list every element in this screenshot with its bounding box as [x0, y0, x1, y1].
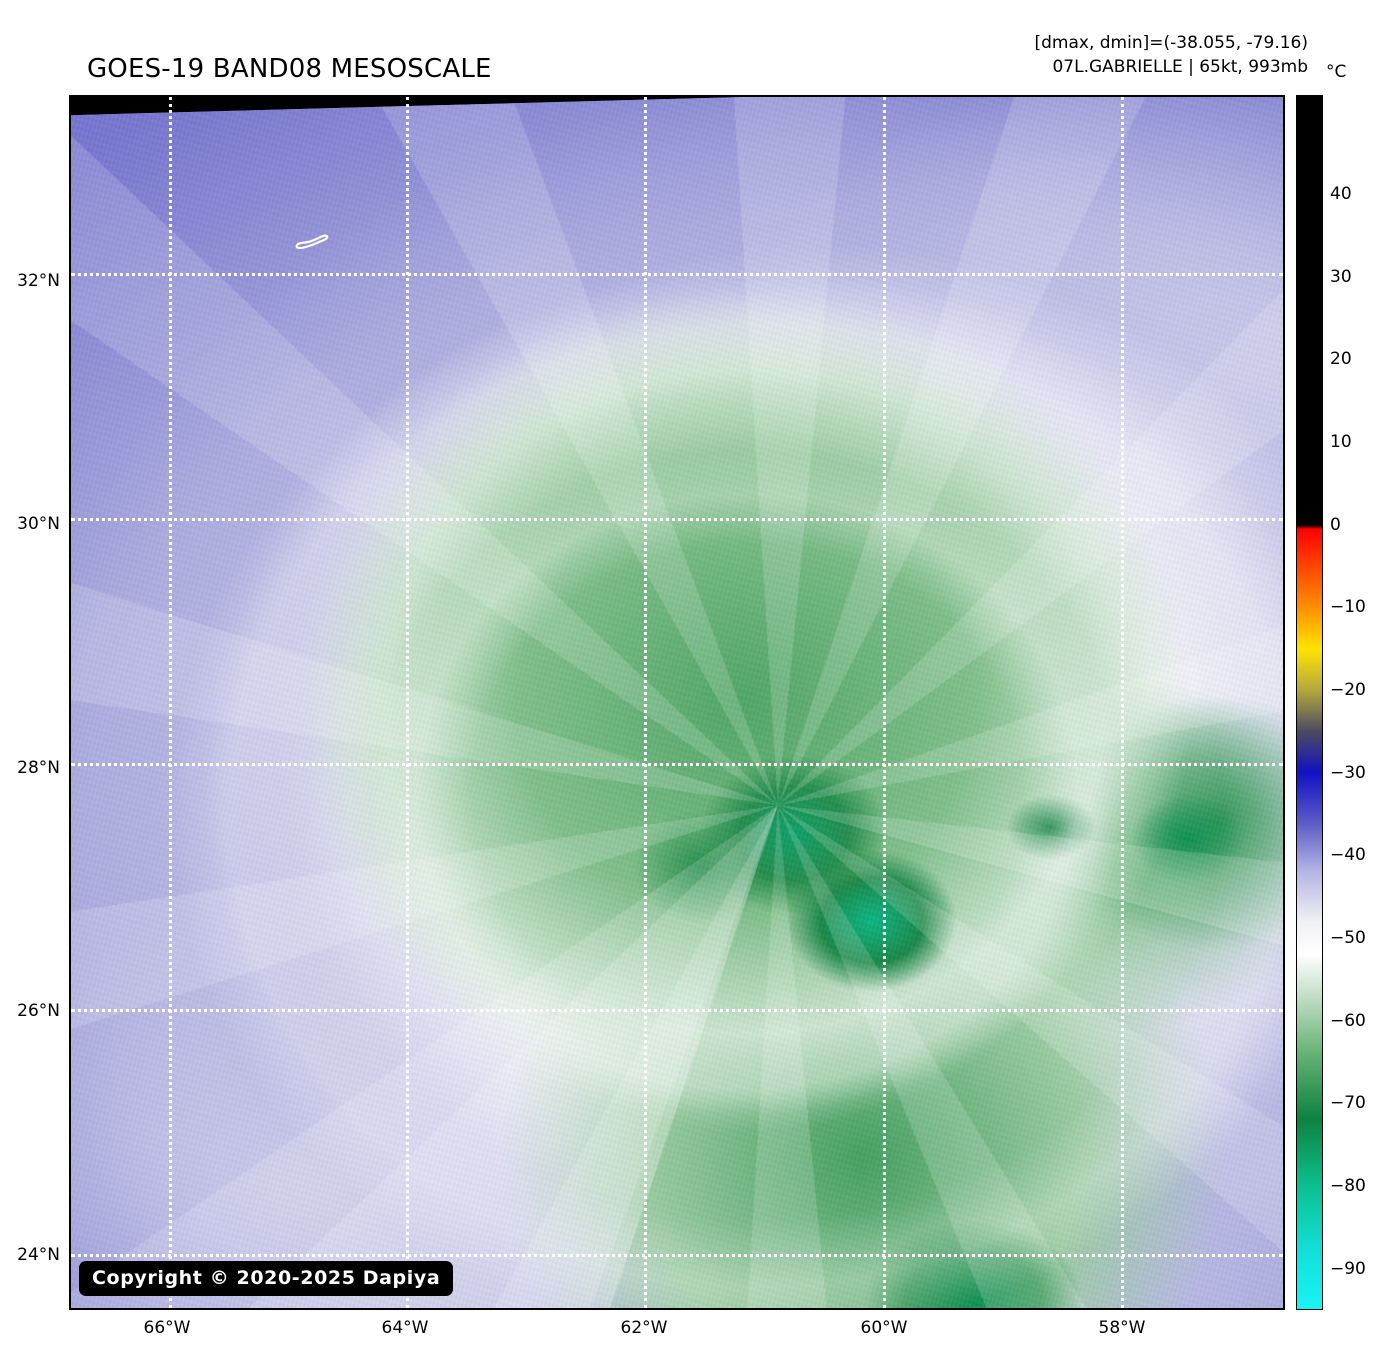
- colorbar-tick-0: 0: [1330, 514, 1341, 535]
- gridline-lon-62: [644, 97, 648, 1308]
- satellite-image-panel: Copyright © 2020-2025 Dapiya: [69, 95, 1285, 1310]
- xtick-label-58w: 58°W: [1098, 1318, 1146, 1338]
- bermuda-coastline-icon: [295, 234, 329, 250]
- colorbar[interactable]: [1296, 95, 1323, 1310]
- ytick-label-32n: 32°N: [17, 271, 60, 291]
- xtick-label-62w: 62°W: [620, 1318, 668, 1338]
- ytick-label-26n: 26°N: [17, 1001, 60, 1021]
- gridline-lat-30: [71, 518, 1283, 522]
- gridline-lat-28: [71, 763, 1283, 767]
- colorbar-tick-minus70: −70: [1330, 1093, 1366, 1114]
- ytick-label-24n: 24°N: [17, 1245, 60, 1265]
- colorbar-tick-minus30: −30: [1330, 762, 1366, 783]
- colorbar-tick-minus60: −60: [1330, 1010, 1366, 1031]
- gridline-lat-32: [71, 272, 1283, 276]
- dmax-dmin-text: [dmax, dmin]=(-38.055, -79.16): [1034, 33, 1309, 53]
- colorbar-tick-10: 10: [1330, 432, 1352, 453]
- gridline-lon-60: [883, 97, 887, 1308]
- colorbar-tick-20: 20: [1330, 349, 1352, 370]
- colorbar-tick-minus40: −40: [1330, 845, 1366, 866]
- plot-area[interactable]: Copyright © 2020-2025 Dapiya: [69, 95, 1285, 1310]
- gridline-lon-66: [169, 97, 173, 1308]
- data-range-annotation: [dmax, dmin]=(-38.055, -79.16) 07L.GABRI…: [1035, 31, 1309, 79]
- copyright-watermark: Copyright © 2020-2025 Dapiya: [79, 1261, 454, 1296]
- ytick-label-28n: 28°N: [17, 758, 60, 778]
- gridline-lat-24: [71, 1253, 1283, 1257]
- colorbar-tick-40: 40: [1330, 184, 1352, 205]
- title-product: GOES-19 BAND08 MESOSCALE: [86, 54, 492, 84]
- gridline-lon-64: [405, 97, 409, 1308]
- colorbar-tick-minus20: −20: [1330, 680, 1366, 701]
- xtick-label-60w: 60°W: [860, 1318, 908, 1338]
- gridline-lon-58: [1120, 97, 1124, 1308]
- colorbar-tick-minus80: −80: [1330, 1176, 1366, 1197]
- gridline-lat-26: [71, 1008, 1283, 1012]
- colorbar-unit-label: °C: [1326, 62, 1347, 82]
- ytick-label-30n: 30°N: [17, 514, 60, 534]
- colorbar-tick-30: 30: [1330, 266, 1352, 287]
- colorbar-tick-minus50: −50: [1330, 928, 1366, 949]
- colorbar-gradient: [1297, 96, 1322, 1309]
- xtick-label-64w: 64°W: [381, 1318, 429, 1338]
- colorbar-tick-minus10: −10: [1330, 597, 1366, 618]
- satellite-swath: [71, 97, 1283, 1308]
- xtick-label-66w: 66°W: [143, 1318, 191, 1338]
- colorbar-tick-minus90: −90: [1330, 1258, 1366, 1279]
- storm-info-text: 07L.GABRIELLE | 65kt, 993mb: [1052, 57, 1308, 77]
